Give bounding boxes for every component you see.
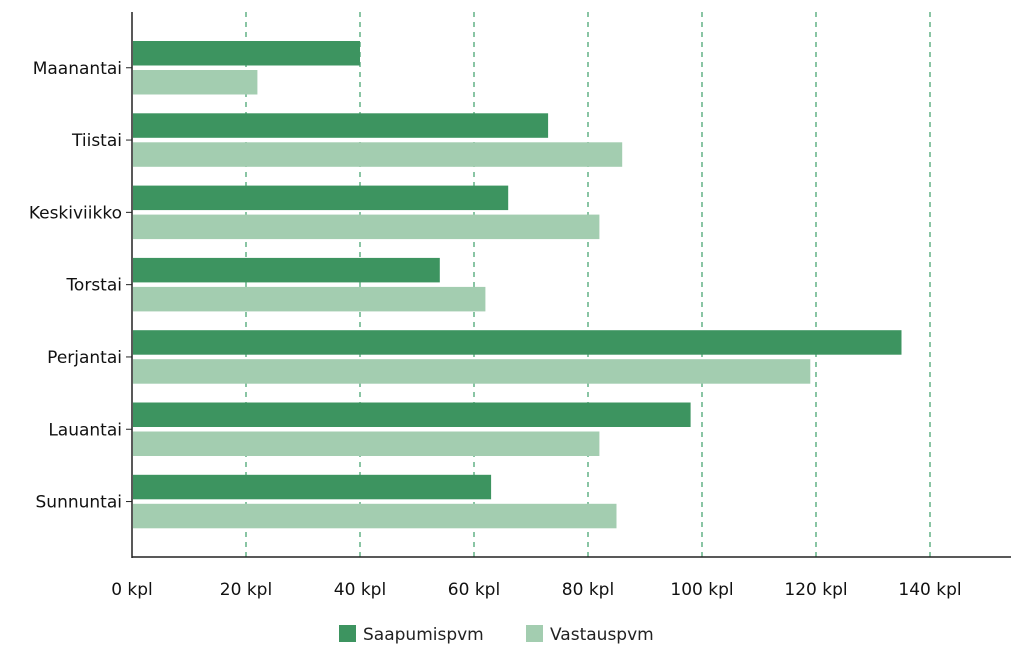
bar-saapumispvm-keskiviikko (133, 185, 509, 211)
x-tick-label: 60 kpl (448, 580, 500, 600)
bar-saapumispvm-torstai (133, 257, 440, 283)
x-tick-label: 20 kpl (220, 580, 272, 600)
bars (133, 41, 902, 529)
x-tick-label: 0 kpl (111, 580, 153, 600)
category-label: Tiistai (71, 131, 122, 151)
legend-label: Vastauspvm (550, 625, 654, 645)
bar-saapumispvm-sunnuntai (133, 474, 492, 500)
bar-vastauspvm-perjantai (133, 359, 811, 384)
bar-vastauspvm-maanantai (133, 70, 258, 95)
bar-saapumispvm-maanantai (133, 41, 360, 66)
category-label: Sunnuntai (36, 493, 122, 513)
category-label: Maanantai (33, 59, 122, 79)
legend: Saapumispvm Vastauspvm (339, 625, 654, 645)
category-label: Keskiviikko (29, 203, 122, 223)
category-labels: Maanantai Tiistai Keskiviikko Torstai Perjan… (29, 59, 132, 513)
x-tick-labels: 0 kpl 20 kpl 40 kpl 60 kpl 80 kpl 100 kpl 120 … (111, 580, 961, 600)
category-label: Perjantai (47, 348, 122, 368)
bar-vastauspvm-torstai (133, 286, 486, 312)
bar-saapumispvm-perjantai (133, 330, 902, 355)
bar-vastauspvm-keskiviikko (133, 214, 600, 240)
bar-saapumispvm-lauantai (133, 402, 691, 427)
bar-saapumispvm-tiistai (133, 113, 549, 138)
category-label: Lauantai (48, 420, 122, 440)
x-tick-label: 100 kpl (670, 580, 733, 600)
category-label: Torstai (65, 276, 122, 296)
grid-lines (245, 12, 931, 557)
legend-label: Saapumispvm (363, 625, 484, 645)
x-tick-label: 40 kpl (334, 580, 386, 600)
x-tick-label: 80 kpl (562, 580, 614, 600)
legend-swatch (339, 625, 356, 642)
x-tick-label: 120 kpl (784, 580, 847, 600)
bar-vastauspvm-tiistai (133, 142, 623, 167)
bar-vastauspvm-lauantai (133, 431, 600, 456)
x-tick-label: 140 kpl (898, 580, 961, 600)
bar-vastauspvm-sunnuntai (133, 503, 617, 529)
legend-swatch (526, 625, 543, 642)
